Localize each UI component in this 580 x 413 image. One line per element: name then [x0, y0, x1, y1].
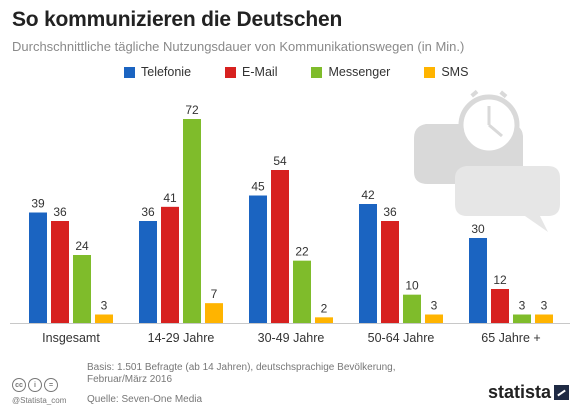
legend-item-telefonie: Telefonie: [124, 65, 191, 79]
bar-sms-1: [205, 303, 223, 323]
bar-sms-2: [315, 317, 333, 323]
bar-messenger-2: [293, 260, 311, 323]
value-label: 12: [493, 273, 507, 287]
bar-e-mail-0: [51, 221, 69, 323]
value-label: 10: [405, 279, 419, 293]
bar-sms-0: [95, 314, 113, 323]
bar-e-mail-4: [491, 289, 509, 323]
bar-sms-3: [425, 314, 443, 323]
legend-swatch-messenger: [311, 66, 323, 78]
value-label: 45: [251, 180, 265, 194]
statista-credit: @Statista_com: [12, 396, 67, 405]
creative-commons-icon: cc: [12, 378, 26, 392]
value-label: 3: [519, 299, 526, 313]
value-label: 22: [295, 245, 309, 259]
value-label: 72: [185, 103, 199, 117]
legend-label-telefonie: Telefonie: [141, 65, 192, 79]
bar-messenger-3: [403, 294, 421, 323]
chart-subtitle: Durchschnittliche tägliche Nutzungsdauer…: [12, 39, 465, 54]
legend-label-email: E-Mail: [242, 65, 278, 79]
x-tick-labels-layer: Insgesamt 14-29 Jahre 30-49 Jahre 50-64 Jah…: [42, 331, 541, 345]
value-label: 30: [471, 222, 485, 236]
legend-label-sms: SMS: [441, 65, 469, 79]
legend-item-messenger: Messenger: [311, 65, 390, 79]
value-label: 39: [31, 197, 45, 211]
bar-telefonie-2: [249, 195, 267, 323]
bar-telefonie-4: [469, 238, 487, 323]
bar-messenger-1: [183, 119, 201, 323]
x-tick-label: Insgesamt: [42, 331, 100, 345]
legend-swatch-email: [225, 66, 237, 78]
legend-label-messenger: Messenger: [328, 65, 391, 79]
bar-e-mail-1: [161, 206, 179, 323]
bar-telefonie-1: [139, 221, 157, 323]
statista-logo-mark: [554, 385, 570, 400]
value-label: 3: [541, 299, 548, 313]
legend-swatch-sms: [424, 66, 436, 78]
x-tick-label: 14-29 Jahre: [148, 331, 215, 345]
attribution-icon: i: [28, 378, 42, 392]
no-derivatives-icon: =: [44, 378, 58, 392]
bar-e-mail-3: [381, 221, 399, 323]
source-note: Quelle: Seven-One Media: [87, 394, 203, 405]
value-label: 36: [141, 205, 155, 219]
legend-item-email: E-Mail: [225, 65, 277, 79]
bar-messenger-0: [73, 255, 91, 323]
value-label: 36: [53, 205, 67, 219]
basis-note: Basis: 1.501 Befragte (ab 14 Jahren), de…: [87, 362, 396, 385]
x-tick-label: 30-49 Jahre: [258, 331, 325, 345]
legend-swatch-telefonie: [124, 66, 135, 78]
statista-logo[interactable]: statista: [488, 382, 570, 403]
legend-item-sms: SMS: [424, 65, 468, 79]
bar-telefonie-3: [359, 204, 377, 323]
bar-messenger-4: [513, 314, 531, 323]
statista-logo-text: statista: [488, 382, 552, 402]
x-tick-label: 65 Jahre +: [481, 331, 540, 345]
bar-telefonie-0: [29, 212, 47, 323]
x-tick-label: 50-64 Jahre: [368, 331, 435, 345]
chart-title: So kommunizieren die Deutschen: [12, 8, 343, 31]
bar-e-mail-2: [271, 170, 289, 323]
value-label: 2: [321, 301, 328, 315]
legend: Telefonie E-Mail Messenger SMS: [124, 65, 502, 79]
clock-icon: [458, 89, 520, 156]
value-label: 24: [75, 239, 89, 253]
license-icons: cc i =: [12, 378, 58, 392]
value-label: 7: [211, 287, 218, 301]
bars-layer: [29, 119, 553, 323]
value-label: 3: [431, 299, 438, 313]
value-label: 42: [361, 188, 375, 202]
value-label: 3: [101, 299, 108, 313]
value-label: 54: [273, 154, 287, 168]
bar-sms-4: [535, 314, 553, 323]
value-label: 41: [163, 191, 177, 205]
value-label: 36: [383, 205, 397, 219]
